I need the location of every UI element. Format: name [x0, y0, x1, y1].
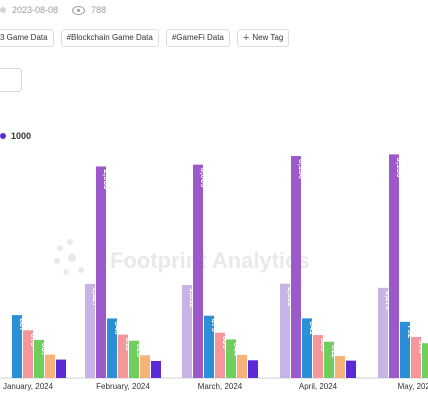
data-label: 3,153	[395, 157, 404, 178]
data-label: 792	[406, 325, 415, 339]
bar-5-4[interactable]	[411, 337, 421, 378]
bar-4-3[interactable]	[302, 318, 312, 378]
data-label: 537	[40, 343, 49, 357]
bar-1-4[interactable]	[23, 330, 33, 378]
data-label: 3,130	[297, 159, 306, 180]
author-avatar	[0, 7, 6, 13]
bar-1-7[interactable]	[45, 354, 55, 378]
data-label: 525	[135, 344, 144, 358]
data-label: 841	[308, 321, 317, 335]
bar-2-7[interactable]	[140, 355, 150, 378]
bar-3-3[interactable]	[204, 315, 214, 378]
legend-label: 1000	[11, 131, 32, 141]
tag-chip[interactable]: 3 Game Data	[0, 29, 54, 47]
bar-5-5[interactable]	[422, 343, 428, 378]
bar-5-3[interactable]	[400, 321, 410, 378]
bar-4-4[interactable]	[313, 335, 323, 378]
bar-2-5[interactable]	[129, 340, 139, 378]
filter-select[interactable]	[0, 68, 22, 92]
bar-1-3[interactable]	[12, 315, 22, 378]
x-tick-label: February, 2024	[96, 382, 150, 391]
bar-4-6[interactable]	[346, 360, 356, 378]
bar-3-4[interactable]	[215, 332, 225, 378]
data-label: 512	[330, 345, 339, 359]
x-tick-label: January, 2024	[3, 382, 54, 391]
bar-3-5[interactable]	[226, 339, 236, 378]
bar-3-7[interactable]	[237, 354, 247, 378]
tag-list: 3 Game Data #Blockchain Game Data #GameF…	[0, 29, 290, 47]
view-count: 788	[91, 5, 107, 15]
bar-2-1[interactable]	[85, 283, 95, 378]
data-label: 605	[319, 338, 328, 352]
bar-4-2[interactable]	[291, 156, 301, 378]
data-label: 1,327	[91, 287, 100, 308]
data-label: 544	[232, 342, 241, 356]
watermark: Footprint Analytics	[54, 239, 310, 275]
data-label: 613	[124, 338, 133, 352]
legend-swatch	[0, 133, 6, 139]
bar-5-1[interactable]	[378, 287, 388, 378]
bar-1-6[interactable]	[56, 359, 66, 378]
watermark-text: Footprint Analytics	[110, 248, 310, 273]
bar-3-1[interactable]	[182, 284, 192, 378]
new-tag-label: New Tag	[252, 33, 284, 42]
bar-4-7[interactable]	[335, 356, 345, 378]
bar-4-5[interactable]	[324, 341, 334, 378]
eye-icon	[72, 5, 86, 15]
bar-4-1[interactable]	[280, 283, 290, 378]
data-label: 1,330	[286, 287, 295, 308]
data-label: 2,983	[102, 169, 111, 190]
data-label: 673	[29, 333, 38, 347]
data-label: 1,272	[384, 291, 393, 312]
post-meta: 2023-08-08 788	[0, 5, 106, 15]
x-tick-label: April, 2024	[299, 382, 338, 391]
data-label: 887	[18, 318, 27, 332]
chart-legend: 1000	[0, 131, 31, 141]
data-label: 1,312	[0, 288, 5, 309]
bar-2-2[interactable]	[96, 166, 106, 378]
data-label: 840	[113, 321, 122, 335]
bar-2-3[interactable]	[107, 318, 117, 378]
footprint-logo-icon	[54, 239, 84, 275]
x-tick-label: May, 2024	[398, 382, 428, 391]
new-tag-button[interactable]: + New Tag	[236, 29, 290, 47]
bar-2-4[interactable]	[118, 334, 128, 378]
x-tick-label: March, 2024	[198, 382, 243, 391]
bar-1-5[interactable]	[34, 339, 44, 378]
data-label: 879	[210, 319, 219, 333]
data-label: 1,312	[188, 288, 197, 309]
tag-chip[interactable]: #GameFi Data	[165, 29, 230, 47]
data-label: 578	[417, 340, 426, 354]
bar-5-2[interactable]	[389, 154, 399, 378]
tag-chip[interactable]: #Blockchain Game Data	[60, 29, 159, 47]
bar-3-2[interactable]	[193, 164, 203, 378]
bar-3-6[interactable]	[248, 360, 258, 378]
post-date: 2023-08-08	[12, 5, 59, 15]
plus-icon: +	[242, 32, 250, 44]
bar-2-6[interactable]	[151, 360, 161, 378]
data-label: 3,009	[199, 168, 208, 189]
data-label: 639	[221, 336, 230, 350]
